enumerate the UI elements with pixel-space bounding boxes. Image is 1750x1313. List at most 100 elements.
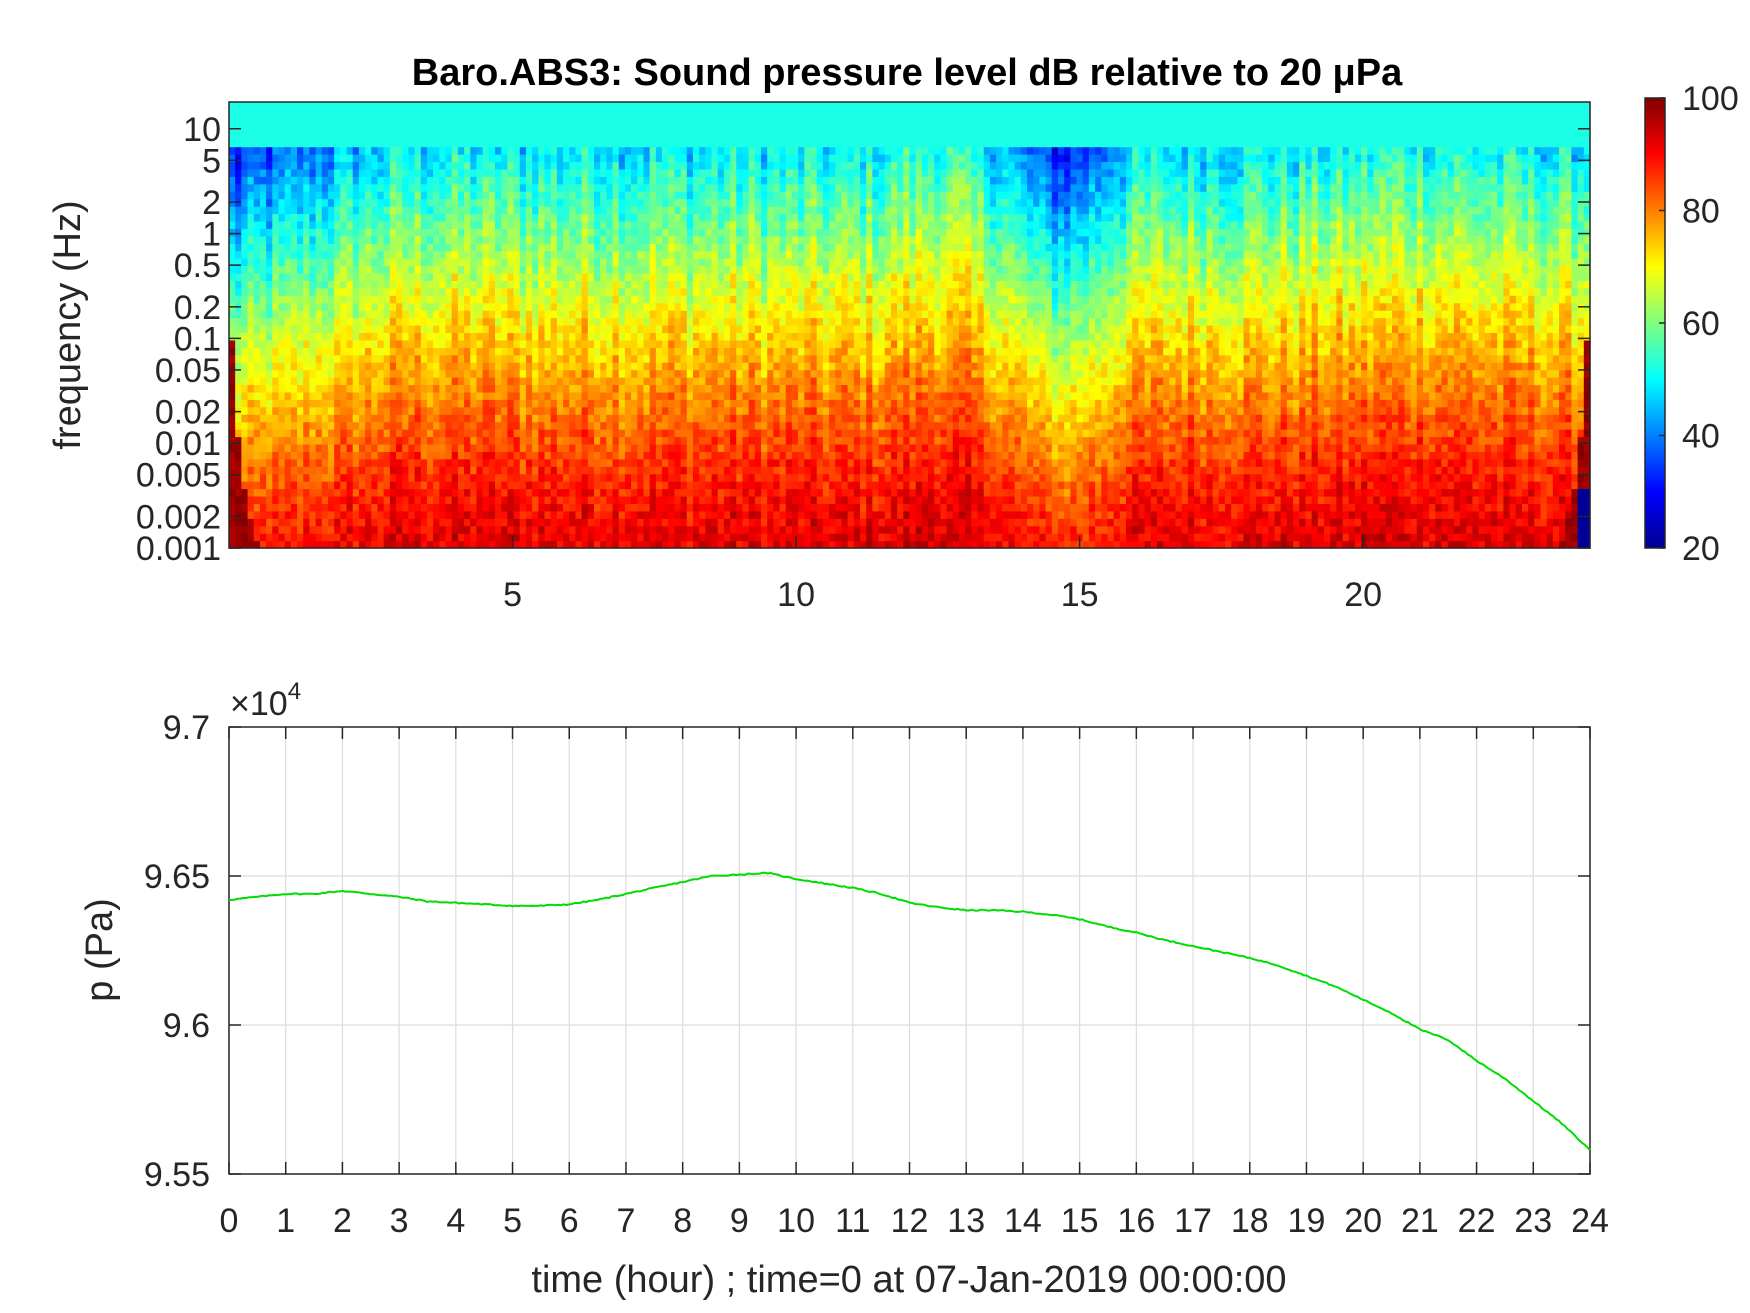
heatmap-cell (544, 533, 552, 542)
heatmap-cell (247, 102, 255, 111)
heatmap-cell (513, 339, 521, 348)
heatmap-cell (358, 406, 366, 415)
heatmap-cell (414, 414, 422, 423)
heatmap-cell (451, 518, 459, 527)
heatmap-cell (389, 473, 397, 482)
heatmap-cell (631, 354, 638, 363)
heatmap-cell (414, 295, 422, 304)
heatmap-cell (699, 206, 706, 215)
heatmap-cell (309, 332, 317, 341)
heatmap-cell (426, 102, 434, 111)
heatmap-cell (457, 354, 465, 363)
heatmap-cell (637, 146, 645, 155)
heatmap-cell (414, 458, 422, 467)
heatmap-cell (544, 220, 552, 229)
heatmap-cell (445, 228, 453, 237)
heatmap-cell (686, 295, 694, 304)
heatmap-cell (247, 466, 255, 475)
heatmap-cell (389, 102, 397, 111)
heatmap-cell (408, 220, 416, 229)
heatmap-cell (315, 191, 323, 200)
heatmap-cell (556, 377, 564, 386)
heatmap-cell (340, 243, 348, 252)
heatmap-cell (606, 265, 614, 274)
heatmap-cell (346, 272, 354, 281)
heatmap-cell (643, 488, 651, 497)
heatmap-cell (525, 443, 533, 452)
heatmap-cell (420, 124, 428, 133)
heatmap-cell (315, 414, 323, 423)
heatmap-cell (655, 243, 663, 252)
heatmap-cell (519, 347, 527, 356)
heatmap-cell (680, 391, 688, 400)
heatmap-cell (439, 429, 447, 438)
heatmap-cell (297, 302, 304, 311)
heatmap-cell (408, 235, 416, 244)
heatmap-cell (451, 198, 459, 207)
heatmap-cell (259, 302, 267, 311)
heatmap-cell (686, 443, 694, 452)
heatmap-cell (321, 295, 329, 304)
heatmap-cell (618, 503, 626, 512)
heatmap-cell (569, 399, 577, 408)
heatmap-cell (470, 183, 478, 192)
heatmap-cell (476, 495, 484, 504)
heatmap-cell (525, 525, 533, 534)
heatmap-cell (525, 466, 533, 475)
heatmap-cell (723, 161, 731, 170)
heatmap-cell (284, 139, 292, 148)
heatmap-cell (229, 362, 236, 371)
heatmap-cell (284, 228, 292, 237)
heatmap-cell (266, 414, 273, 423)
heatmap-cell (723, 243, 731, 252)
heatmap-cell (680, 258, 688, 267)
heatmap-cell (544, 124, 552, 133)
heatmap-cell (631, 481, 638, 490)
heatmap-cell (464, 481, 471, 490)
heatmap-cell (445, 377, 453, 386)
heatmap-cell (692, 429, 700, 438)
heatmap-cell (389, 250, 397, 259)
heatmap-cell (488, 102, 496, 111)
heatmap-cell (507, 295, 515, 304)
heatmap-cell (717, 116, 725, 125)
heatmap-cell (587, 191, 595, 200)
heatmap-cell (581, 518, 589, 527)
heatmap-cell (699, 414, 706, 423)
heatmap-cell (717, 525, 725, 534)
heatmap-cell (266, 310, 273, 319)
heatmap-cell (451, 124, 459, 133)
heatmap-cell (569, 302, 577, 311)
heatmap-cell (266, 421, 273, 430)
heatmap-cell (470, 339, 478, 348)
heatmap-cell (711, 503, 719, 512)
heatmap-cell (686, 280, 694, 289)
heatmap-cell (389, 116, 397, 125)
heatmap-cell (476, 206, 484, 215)
heatmap-cell (587, 533, 595, 542)
heatmap-cell (488, 176, 496, 185)
heatmap-cell (334, 176, 341, 185)
heatmap-cell (247, 317, 255, 326)
heatmap-cell (229, 317, 236, 326)
heatmap-cell (464, 250, 471, 259)
heatmap-cell (668, 220, 676, 229)
heatmap-cell (358, 466, 366, 475)
heatmap-cell (556, 540, 564, 549)
heatmap-cell (575, 525, 583, 534)
heatmap-cell (668, 191, 676, 200)
heatmap-cell (235, 280, 242, 289)
heatmap-cell (284, 488, 292, 497)
heatmap-cell (476, 488, 484, 497)
heatmap-cell (284, 414, 292, 423)
heatmap-cell (365, 384, 372, 393)
heatmap-cell (272, 310, 280, 319)
heatmap-cell (482, 406, 490, 415)
heatmap-cell (575, 258, 583, 267)
heatmap-cell (550, 399, 558, 408)
heatmap-cell (371, 347, 379, 356)
heatmap-cell (606, 429, 614, 438)
heatmap-cell (525, 228, 533, 237)
heatmap-cell (717, 473, 725, 482)
heatmap-cell (383, 146, 391, 155)
